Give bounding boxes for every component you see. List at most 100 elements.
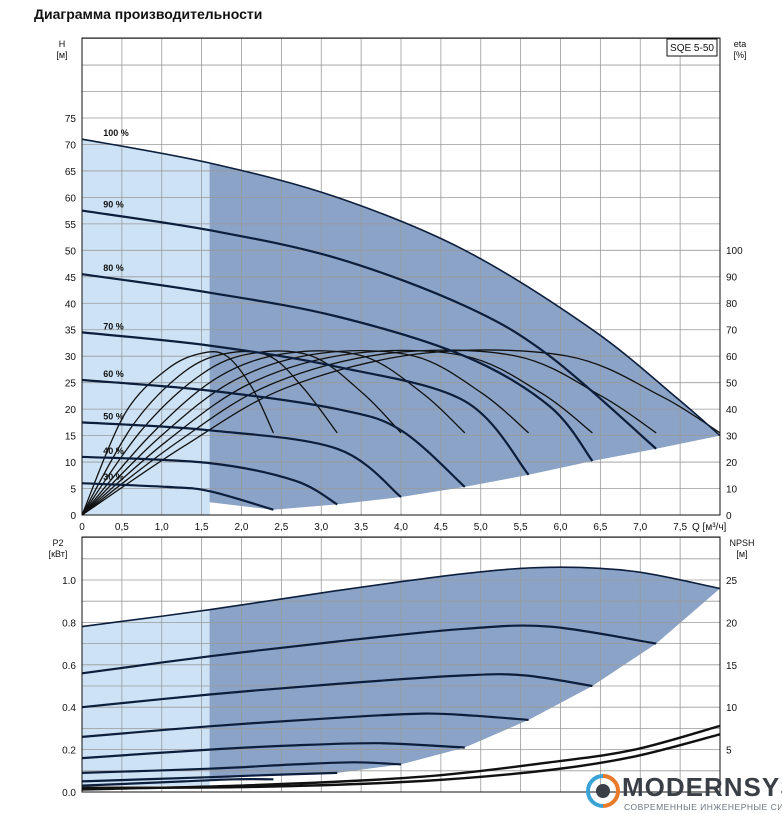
npsh-tick-label: 25 — [726, 576, 738, 587]
y-left-tick-label: 70 — [65, 140, 77, 151]
head-curve-label-5: 50 % — [103, 411, 124, 421]
y-left-label-line2: [м] — [56, 50, 67, 60]
x-tick-label: 7,0 — [633, 522, 647, 533]
y-left-tick-label: 45 — [65, 273, 77, 284]
head-curve-label-3: 70 % — [103, 321, 124, 331]
y-right-tick-label: 80 — [726, 299, 738, 310]
y-left-tick-label: 25 — [65, 379, 77, 390]
y-right-tick-label: 40 — [726, 405, 738, 416]
efficiency-curve-7 — [81, 349, 721, 516]
y-left-tick-label: 60 — [65, 193, 77, 204]
head-curve-2 — [81, 273, 594, 462]
p2-label-line2: [кВт] — [49, 549, 68, 559]
y-left-tick-label: 10 — [65, 458, 77, 469]
x-tick-label: 0 — [79, 522, 85, 533]
p2-tick-label: 1.0 — [62, 576, 76, 587]
y-right-tick-label: 10 — [726, 485, 738, 496]
bottom-plot-frame — [81, 536, 721, 793]
bottom-panel: 0.0 0.2 0.4 0.6 0.8 1.0 5 10 15 20 25 P2 [кВт] NPS… — [49, 536, 755, 799]
efficiency-curve-0 — [81, 351, 274, 516]
y-left-tick-label: 5 — [70, 485, 76, 496]
head-curve-label-1: 90 % — [103, 200, 124, 210]
power-curve-1 — [81, 624, 657, 675]
top-panel: 100 % 90 % 80 % 70 % 60 % 50 % 40 % 30 % 0 0,5 1,… — [56, 37, 747, 533]
power-curve-4 — [81, 742, 465, 760]
power-curve-7 — [81, 778, 274, 787]
p2-tick-label: 0.2 — [62, 746, 76, 757]
npsh-tick-label: 10 — [726, 703, 738, 714]
head-curve-3 — [81, 331, 530, 476]
power-curve-0 — [81, 566, 721, 628]
y-left-label-line1: H — [59, 39, 66, 49]
y-left-tick-label: 75 — [65, 114, 77, 125]
x-tick-label: 2,0 — [235, 522, 249, 533]
x-tick-label: 3,0 — [314, 522, 328, 533]
p2-tick-label: 0.0 — [62, 788, 76, 799]
min-flow-region — [82, 136, 210, 515]
y-left-tick-label: 15 — [65, 432, 77, 443]
efficiency-curve-5 — [81, 349, 593, 516]
p2-label-line1: P2 — [52, 538, 63, 548]
x-tick-label: 6,0 — [554, 522, 568, 533]
y-right-label-line1: eta — [734, 39, 747, 49]
p2-tick-label: 0.6 — [62, 661, 76, 672]
y-right-tick-label: 0 — [726, 511, 732, 522]
npsh-label-line2: [м] — [736, 549, 747, 559]
brand-watermark: MODERNSYS СОВРЕМЕННЫЕ ИНЖЕНЕРНЫЕ СИСТЕМЫ — [582, 770, 782, 814]
p2-tick-label: 0.4 — [62, 703, 76, 714]
npsh-tick-label: 5 — [726, 746, 732, 757]
y-left-tick-label: 35 — [65, 326, 77, 337]
page-title: Диаграмма производительности — [34, 6, 263, 22]
y-right-label-line2: [%] — [733, 50, 746, 60]
y-left-tick-label: 20 — [65, 405, 77, 416]
y-right-tick-label: 30 — [726, 432, 738, 443]
model-badge-box — [666, 38, 718, 57]
x-tick-label: 2,5 — [274, 522, 288, 533]
power-min-flow-region — [82, 609, 210, 786]
y-left-tick-label: 30 — [65, 352, 77, 363]
x-tick-label: 1,5 — [195, 522, 209, 533]
efficiency-curve-4 — [81, 350, 530, 516]
brand-name: MODERNSYS — [622, 772, 782, 802]
y-right-tick-label: 20 — [726, 458, 738, 469]
head-curve-label-7: 30 % — [103, 472, 124, 482]
p2-tick-label: 0.8 — [62, 618, 76, 629]
x-tick-label: 5,5 — [514, 522, 528, 533]
brand-logo-icon — [586, 774, 620, 808]
y-left-tick-label: 50 — [65, 246, 77, 257]
y-left-tick-label: 40 — [65, 299, 77, 310]
y-left-tick-label: 65 — [65, 167, 77, 178]
head-curve-7 — [81, 482, 274, 511]
x-tick-label: 4,5 — [434, 522, 448, 533]
npsh-tick-label: 15 — [726, 661, 738, 672]
npsh-label-line1: NPSH — [729, 538, 754, 548]
y-left-tick-label: 55 — [65, 220, 77, 231]
x-axis-label: Q [м³/ч] — [692, 522, 727, 533]
head-curve-label-2: 80 % — [103, 263, 124, 273]
power-curve-5 — [81, 761, 402, 774]
y-left-tick-label: 0 — [70, 511, 76, 522]
efficiency-curve-2 — [81, 350, 402, 516]
model-badge: SQE 5-50 — [670, 43, 714, 54]
npsh-curve-1 — [81, 733, 721, 789]
x-tick-label: 6,5 — [593, 522, 607, 533]
power-curve-2 — [81, 673, 593, 709]
x-tick-label: 5,0 — [474, 522, 488, 533]
head-curve-label-4: 60 % — [103, 369, 124, 379]
x-tick-label: 0,5 — [115, 522, 129, 533]
npsh-tick-label: 20 — [726, 618, 738, 629]
head-curve-label-6: 40 % — [103, 446, 124, 456]
x-tick-label: 1,0 — [155, 522, 169, 533]
y-right-tick-label: 50 — [726, 379, 738, 390]
y-right-tick-label: 60 — [726, 352, 738, 363]
y-right-tick-label: 90 — [726, 273, 738, 284]
head-curve-4 — [81, 378, 466, 488]
y-right-tick-label: 70 — [726, 326, 738, 337]
x-tick-label: 3,5 — [354, 522, 368, 533]
region-clip — [82, 38, 210, 163]
head-curve-5 — [81, 421, 402, 498]
head-curve-0 — [81, 138, 721, 437]
x-tick-label: 7,5 — [673, 522, 687, 533]
head-curve-6 — [81, 455, 338, 506]
